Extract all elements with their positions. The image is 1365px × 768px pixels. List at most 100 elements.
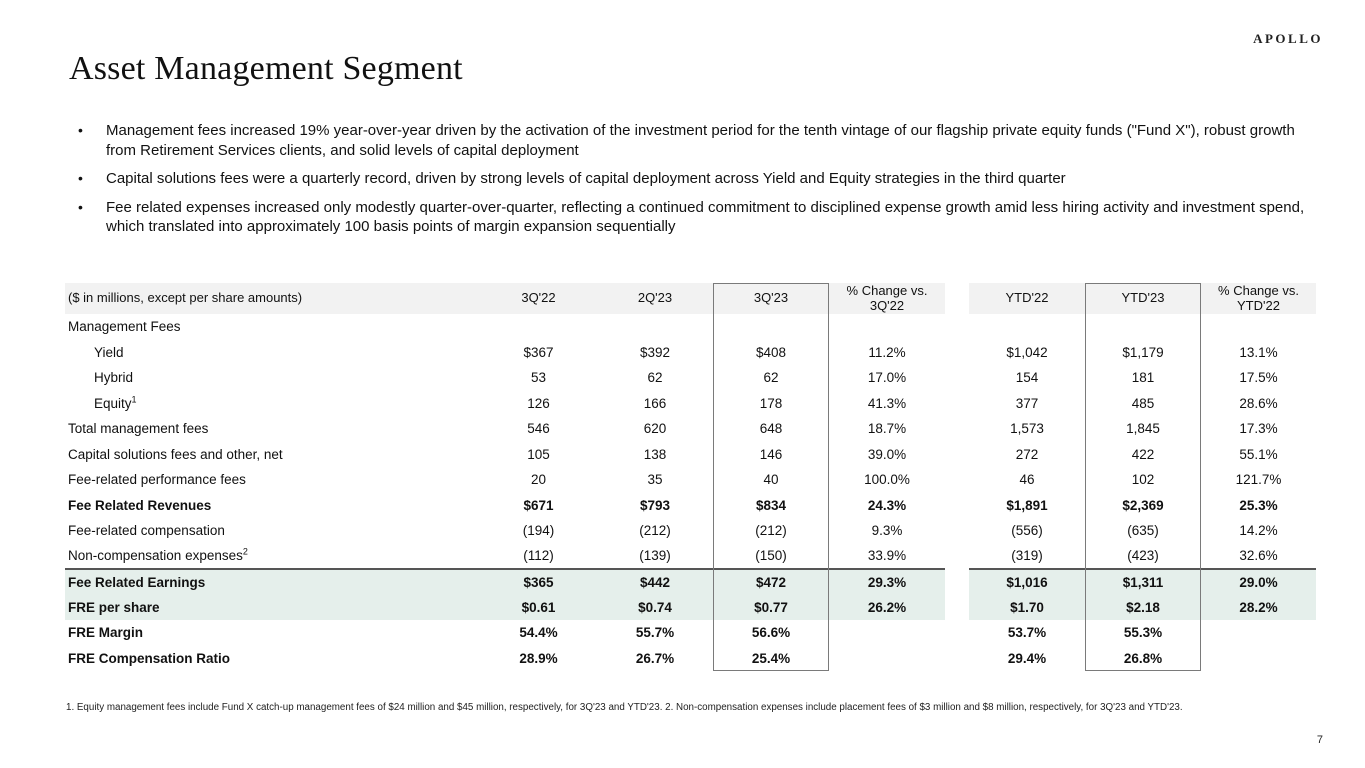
value-cell: $0.74 xyxy=(597,594,713,620)
value-cell: 25.4% xyxy=(751,650,791,666)
value-cell xyxy=(1085,314,1201,340)
value-cell: 138 xyxy=(643,446,667,462)
column-gap xyxy=(945,339,969,365)
table-row: Fee Related Revenues $671 $793 $834 24.3% $1,… xyxy=(65,492,1316,518)
footnote: 1. Equity management fees include Fund X… xyxy=(66,702,1183,713)
value-cell: $367 xyxy=(523,344,554,360)
value-cell: 55.7% xyxy=(635,625,675,641)
bullet-item: Management fees increased 19% year-over-… xyxy=(70,121,1312,160)
page-title: Asset Management Segment xyxy=(69,50,463,87)
column-gap xyxy=(945,314,969,340)
value-cell: 62 xyxy=(647,370,663,386)
column-gap xyxy=(945,543,969,569)
table-row: FRE per share $0.61 $0.74 $0.77 26.2% $1.70 $2… xyxy=(65,594,1316,620)
column-gap xyxy=(945,365,969,391)
table-header: ($ in millions, except per share amounts… xyxy=(65,283,1316,314)
value-cell: 53.7% xyxy=(1007,625,1047,641)
col-header-3q22: 3Q'22 xyxy=(480,283,597,314)
value-cell: $2,369 xyxy=(1122,497,1164,513)
value-cell: 546 xyxy=(527,421,550,437)
column-gap xyxy=(945,620,969,646)
value-cell: (319) xyxy=(1011,548,1043,564)
column-gap xyxy=(945,492,969,518)
value-cell: 121.7% xyxy=(1235,472,1282,488)
value-cell: 29.0% xyxy=(1201,568,1316,595)
value-cell: 11.2% xyxy=(868,344,906,360)
value-cell: 25.3% xyxy=(1239,497,1278,513)
value-cell: $1,016 xyxy=(969,568,1085,595)
value-cell: 1,573 xyxy=(1010,421,1044,437)
col-header-ytd22: YTD'22 xyxy=(969,283,1085,314)
value-cell: 9.3% xyxy=(871,523,903,539)
value-cell: 26.7% xyxy=(635,650,675,666)
value-cell: (212) xyxy=(755,523,787,539)
value-cell: 29.4% xyxy=(1007,650,1047,666)
value-cell: $408 xyxy=(755,344,787,360)
value-cell: 28.9% xyxy=(519,650,558,666)
value-cell: $671 xyxy=(523,497,554,513)
value-cell: 17.0% xyxy=(867,370,907,386)
col-header-change-ytd22: % Change vs. YTD'22 xyxy=(1201,283,1316,314)
row-label: Fee-related compensation xyxy=(68,523,225,539)
value-cell: $442 xyxy=(597,568,713,595)
value-cell: 485 xyxy=(1131,395,1155,411)
column-gap xyxy=(945,518,969,544)
value-cell: $2.18 xyxy=(1085,594,1201,620)
value-cell: $793 xyxy=(639,497,671,513)
value-cell: (112) xyxy=(523,548,554,564)
value-cell: 154 xyxy=(1015,370,1039,386)
table-row: Total management fees 546 620 648 18.7% 1,573… xyxy=(65,416,1316,442)
value-cell: (194) xyxy=(522,523,555,539)
value-cell: 20 xyxy=(530,472,547,488)
value-cell: 62 xyxy=(763,370,779,386)
value-cell: $1.70 xyxy=(969,594,1085,620)
value-cell: 166 xyxy=(643,395,667,411)
value-cell: 29.3% xyxy=(829,568,945,595)
col-header-change-3q22: % Change vs. 3Q'22 xyxy=(829,283,945,314)
value-cell: (139) xyxy=(639,548,671,564)
row-label: FRE per share xyxy=(65,594,480,620)
col-header-3q23: 3Q'23 xyxy=(713,283,829,314)
table-row: Fee-related performance fees 20 35 40 100.0%… xyxy=(65,467,1316,493)
row-label: Equity1 xyxy=(94,394,137,411)
value-cell: (556) xyxy=(1011,523,1043,539)
page-number: 7 xyxy=(1316,734,1323,746)
value-cell xyxy=(713,314,829,340)
column-gap xyxy=(945,645,969,671)
row-label: FRE Compensation Ratio xyxy=(68,650,231,666)
header-row: ($ in millions, except per share amounts… xyxy=(65,283,1316,314)
row-label: Capital solutions fees and other, net xyxy=(68,446,283,462)
table-row: Equity1 126 166 178 41.3% 377 485 28.6% xyxy=(65,390,1316,416)
value-cell: 32.6% xyxy=(1239,548,1278,564)
row-label: Management Fees xyxy=(68,319,181,335)
value-cell: 55.1% xyxy=(1239,446,1278,462)
value-cell xyxy=(597,314,713,340)
value-cell: 56.6% xyxy=(751,625,791,641)
value-cell: 26.2% xyxy=(829,594,945,620)
value-cell: 1,845 xyxy=(1126,421,1160,437)
value-cell: $0.77 xyxy=(713,594,829,620)
value-cell: (212) xyxy=(639,523,671,539)
value-cell: $365 xyxy=(480,568,597,595)
value-cell: $472 xyxy=(713,568,829,595)
value-cell: 14.2% xyxy=(1239,523,1278,539)
value-cell: 55.3% xyxy=(1123,625,1163,641)
value-cell: $1,179 xyxy=(1122,344,1164,360)
value-cell: 54.4% xyxy=(519,625,558,641)
value-cell: 39.0% xyxy=(867,446,907,462)
table-row: FRE Margin 54.4% 55.7% 56.6% 53.7% 55.3% xyxy=(65,620,1316,646)
value-cell: $392 xyxy=(639,344,671,360)
col-header-ytd23: YTD'23 xyxy=(1085,283,1201,314)
table-row: Fee-related compensation (194) (212) (212) 9… xyxy=(65,518,1316,544)
value-cell: 40 xyxy=(763,472,779,488)
value-cell xyxy=(1201,646,1316,672)
value-cell: 46 xyxy=(1019,472,1035,488)
value-cell xyxy=(1201,314,1316,340)
table-row: Hybrid 53 62 62 17.0% 154 181 17.5% xyxy=(65,365,1316,391)
value-cell: 13.1% xyxy=(1239,344,1278,360)
row-label: FRE Margin xyxy=(68,625,144,641)
table-row: Non-compensation expenses2 (112) (139) (150… xyxy=(65,543,1316,569)
value-cell: 28.2% xyxy=(1201,594,1316,620)
table-row: Management Fees xyxy=(65,314,1316,340)
